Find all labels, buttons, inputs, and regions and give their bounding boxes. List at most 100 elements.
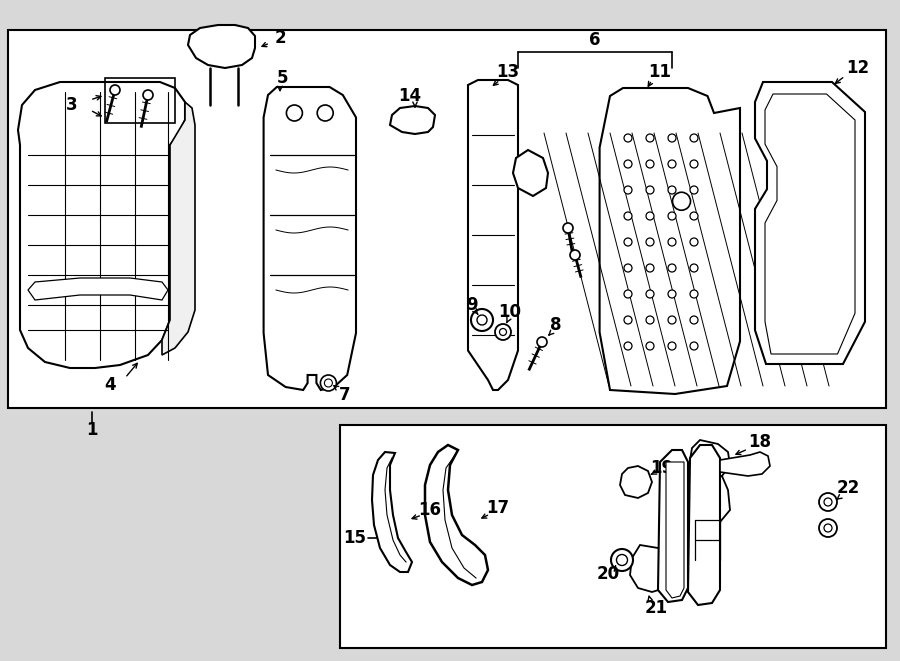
Text: 9: 9 [466, 296, 478, 314]
Circle shape [624, 212, 632, 220]
Circle shape [324, 379, 332, 387]
Text: 6: 6 [590, 31, 601, 49]
Circle shape [646, 290, 654, 298]
Polygon shape [390, 106, 435, 134]
Text: 17: 17 [486, 499, 509, 517]
Text: 15: 15 [344, 529, 366, 547]
Circle shape [624, 264, 632, 272]
Circle shape [624, 134, 632, 142]
Text: 7: 7 [338, 386, 350, 404]
Circle shape [624, 186, 632, 194]
Polygon shape [666, 462, 684, 598]
Text: 8: 8 [550, 316, 562, 334]
Polygon shape [425, 445, 488, 585]
Circle shape [495, 324, 511, 340]
Polygon shape [688, 445, 720, 605]
Text: 13: 13 [497, 63, 519, 81]
Bar [340, 425, 886, 648]
Circle shape [672, 192, 690, 210]
Text: 21: 21 [644, 599, 668, 617]
Polygon shape [162, 102, 195, 355]
Circle shape [537, 337, 547, 347]
Circle shape [668, 134, 676, 142]
Polygon shape [765, 94, 855, 354]
Circle shape [110, 85, 120, 95]
Text: 12: 12 [846, 59, 869, 77]
Circle shape [624, 290, 632, 298]
Circle shape [646, 160, 654, 168]
Polygon shape [658, 450, 688, 602]
Circle shape [646, 316, 654, 324]
Text: 1: 1 [86, 421, 98, 439]
Circle shape [690, 290, 698, 298]
Circle shape [286, 105, 302, 121]
Circle shape [616, 555, 627, 566]
Circle shape [690, 238, 698, 246]
Circle shape [611, 549, 633, 571]
Polygon shape [468, 80, 518, 390]
Circle shape [624, 160, 632, 168]
Circle shape [690, 342, 698, 350]
Text: 16: 16 [418, 501, 442, 519]
Bar [8, 30, 886, 408]
Circle shape [668, 160, 676, 168]
Circle shape [624, 238, 632, 246]
Polygon shape [513, 150, 548, 196]
Polygon shape [720, 452, 770, 476]
Polygon shape [18, 82, 185, 368]
Text: 5: 5 [276, 69, 288, 87]
Circle shape [690, 160, 698, 168]
Circle shape [317, 105, 333, 121]
Circle shape [646, 212, 654, 220]
Bar [105, 78, 175, 123]
Circle shape [646, 134, 654, 142]
Circle shape [668, 290, 676, 298]
Circle shape [668, 238, 676, 246]
Circle shape [690, 186, 698, 194]
Circle shape [320, 375, 337, 391]
Polygon shape [264, 87, 356, 390]
Circle shape [668, 264, 676, 272]
Polygon shape [690, 440, 730, 478]
Circle shape [819, 519, 837, 537]
Text: 22: 22 [836, 479, 860, 497]
Polygon shape [630, 545, 672, 592]
Polygon shape [599, 88, 740, 394]
Circle shape [668, 186, 676, 194]
Circle shape [471, 309, 493, 331]
Circle shape [690, 212, 698, 220]
Circle shape [690, 316, 698, 324]
Text: 14: 14 [399, 87, 421, 105]
Polygon shape [755, 82, 865, 364]
Text: 2: 2 [274, 29, 286, 47]
Text: 10: 10 [499, 303, 521, 321]
Text: 3: 3 [67, 96, 77, 114]
Text: 4: 4 [104, 376, 116, 394]
Circle shape [624, 316, 632, 324]
Polygon shape [188, 25, 255, 68]
Circle shape [668, 342, 676, 350]
Circle shape [646, 186, 654, 194]
Polygon shape [700, 476, 730, 522]
Circle shape [646, 238, 654, 246]
Text: 19: 19 [651, 459, 673, 477]
Polygon shape [28, 278, 168, 300]
Circle shape [819, 493, 837, 511]
Circle shape [477, 315, 487, 325]
Circle shape [690, 264, 698, 272]
Circle shape [824, 498, 832, 506]
Polygon shape [372, 452, 412, 572]
Circle shape [570, 250, 580, 260]
Circle shape [646, 342, 654, 350]
Text: 20: 20 [597, 565, 619, 583]
Circle shape [668, 316, 676, 324]
Text: 11: 11 [649, 63, 671, 81]
Circle shape [563, 223, 573, 233]
Polygon shape [620, 466, 652, 498]
Circle shape [690, 134, 698, 142]
Circle shape [824, 524, 832, 532]
Circle shape [500, 329, 507, 336]
Circle shape [143, 90, 153, 100]
Circle shape [624, 342, 632, 350]
Circle shape [668, 212, 676, 220]
